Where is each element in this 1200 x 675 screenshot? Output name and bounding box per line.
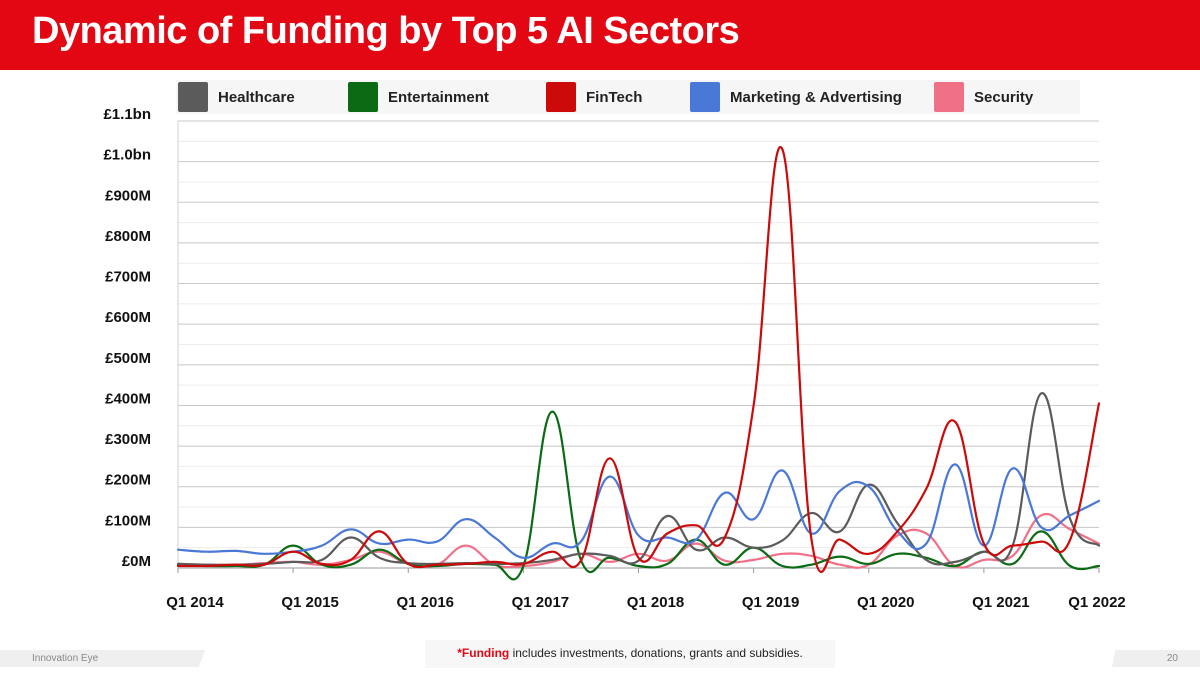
legend-label-security: Security [974,88,1034,106]
x-tick-label: Q1 2020 [857,594,915,611]
legend-item-marketing: Marketing & Advertising [690,82,902,112]
legend-item-entertainment: Entertainment [348,82,489,112]
y-tick-label: £700M [105,269,151,286]
y-tick-label: £600M [105,309,151,326]
x-tick-label: Q1 2015 [281,594,339,611]
y-tick-label: £200M [105,472,151,489]
footnote-highlight: *Funding [457,646,510,660]
legend-item-healthcare: Healthcare [178,82,295,112]
y-tick-label: £400M [105,390,151,407]
y-tick-label: £800M [105,228,151,245]
legend-swatch-marketing [690,82,720,112]
page-title: Dynamic of Funding by Top 5 AI Sectors [32,10,740,52]
x-tick-label: Q1 2022 [1068,594,1126,611]
y-tick-label: £1.0bn [103,147,151,164]
footer-brand: Innovation Eye [0,650,205,667]
y-tick-label: £1.1bn [103,106,151,123]
title-banner: Dynamic of Funding by Top 5 AI Sectors [0,0,1200,70]
y-tick-label: £900M [105,187,151,204]
x-tick-label: Q1 2016 [396,594,454,611]
legend-label-fintech: FinTech [586,88,643,106]
x-axis-labels: Q1 2014 Q1 2015 Q1 2016 Q1 2017 Q1 2018 Q1 20… [166,568,1126,611]
page-number: 20 [1112,650,1200,667]
x-tick-label: Q1 2021 [972,594,1030,611]
legend-label-entertainment: Entertainment [388,88,489,106]
x-tick-label: Q1 2019 [742,594,800,611]
funding-line-chart: £0M £100M £200M £300M £400M £500M £600M £700M £8… [103,106,1126,611]
legend-swatch-security [934,82,964,112]
legend-swatch-fintech [546,82,576,112]
legend-label-marketing: Marketing & Advertising [730,88,902,106]
legend-item-fintech: FinTech [546,82,642,112]
x-tick-label: Q1 2017 [512,594,570,611]
y-tick-label: £300M [105,431,151,448]
y-tick-label: £0M [122,553,151,570]
legend-swatch-healthcare [178,82,208,112]
legend-label-healthcare: Healthcare [218,88,295,106]
legend-swatch-entertainment [348,82,378,112]
y-tick-label: £100M [105,512,151,529]
x-tick-label: Q1 2018 [627,594,685,611]
x-tick-label: Q1 2014 [166,594,224,611]
footnote-text: includes investments, donations, grants … [509,646,803,660]
y-tick-label: £500M [105,350,151,367]
funding-footnote: *Funding includes investments, donations… [425,640,835,668]
grid-lines [177,120,1099,569]
series-lines [176,145,1101,581]
series-line-fintech [176,145,1101,573]
legend-item-security: Security [934,82,1033,112]
chart-legend: Healthcare Entertainment FinTech Marketi… [176,80,1080,114]
series-line-healthcare [176,392,1101,566]
y-axis-labels: £0M £100M £200M £300M £400M £500M £600M £700M £8… [103,106,151,570]
series-line-marketing-advertising [176,463,1101,559]
